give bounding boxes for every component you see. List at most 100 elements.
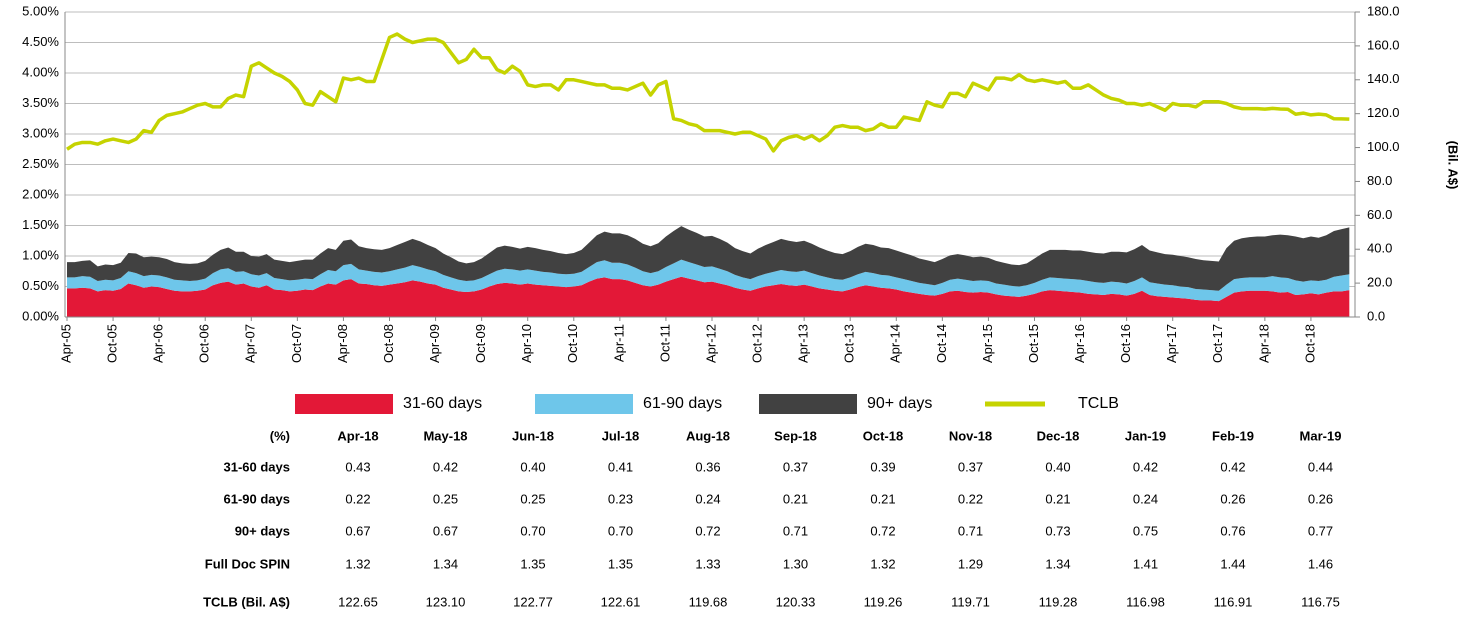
y-tick-label: 4.50% [22, 34, 59, 49]
area [67, 226, 1350, 291]
table-cell: 119.68 [689, 594, 728, 609]
table-cell: 0.76 [1220, 523, 1245, 538]
x-tick-label: Apr-13 [796, 324, 811, 363]
x-tick-label: Apr-11 [611, 324, 626, 362]
x-tick-label: Apr-14 [888, 324, 903, 363]
table-cell: 1.44 [1220, 556, 1245, 571]
x-tick-label: Oct-10 [565, 324, 580, 363]
table-cell: 122.65 [338, 594, 378, 609]
row-label: Full Doc SPIN [205, 556, 290, 571]
y-tick-label: 2.00% [22, 186, 59, 201]
x-tick-label: Apr-09 [427, 324, 442, 363]
y2-tick-label: 140.0 [1367, 71, 1400, 86]
table-header: Nov-18 [949, 428, 992, 443]
x-tick-label: Oct-13 [842, 324, 857, 363]
x-tick-label: Oct-12 [750, 324, 765, 363]
legend-label: 61-90 days [643, 395, 722, 412]
y-tick-label: 4.00% [22, 64, 59, 79]
x-tick-label: Apr-08 [335, 324, 350, 363]
table-cell: 0.42 [1133, 459, 1158, 474]
x-tick-label: Apr-15 [980, 324, 995, 363]
table-cell: 0.67 [345, 523, 370, 538]
x-tick-label: Apr-18 [1256, 324, 1271, 363]
y-tick-label: 2.50% [22, 156, 59, 171]
y2-tick-label: 20.0 [1367, 275, 1392, 290]
table-cell: 0.21 [870, 491, 895, 506]
table-header: May-18 [423, 428, 467, 443]
x-tick-label: Oct-18 [1302, 324, 1317, 363]
table-header: Jun-18 [512, 428, 554, 443]
table-cell: 0.71 [958, 523, 983, 538]
y2-tick-label: 40.0 [1367, 241, 1392, 256]
table-cell: 0.26 [1220, 491, 1245, 506]
legend-swatch [295, 394, 393, 414]
table-cell: 119.28 [1039, 594, 1078, 609]
y2-tick-label: 180.0 [1367, 3, 1400, 18]
row-label: 61-90 days [224, 491, 291, 506]
table-cell: 0.72 [870, 523, 895, 538]
table-header: Sep-18 [774, 428, 817, 443]
y2-tick-label: 60.0 [1367, 207, 1392, 222]
x-tick-label: Oct-06 [197, 324, 212, 363]
y-tick-label: 3.00% [22, 125, 59, 140]
table-header: Apr-18 [337, 428, 378, 443]
x-tick-label: Apr-06 [151, 324, 166, 363]
x-tick-label: Oct-11 [657, 324, 672, 362]
legend-label: 90+ days [867, 395, 932, 412]
table-header: Aug-18 [686, 428, 730, 443]
table-cell: 0.70 [608, 523, 633, 538]
table-cell: 1.29 [958, 556, 983, 571]
table-cell: 0.22 [958, 491, 983, 506]
table-cell: 0.26 [1308, 491, 1333, 506]
legend-swatch [759, 394, 857, 414]
x-tick-label: Apr-05 [58, 324, 73, 363]
table-cell: 0.21 [783, 491, 808, 506]
x-tick-label: Apr-16 [1072, 324, 1087, 363]
x-tick-label: Oct-15 [1026, 324, 1041, 363]
y-tick-label: 0.50% [22, 278, 59, 293]
table-cell: 1.46 [1308, 556, 1333, 571]
row-label: TCLB (Bil. A$) [203, 594, 290, 609]
table-header: Oct-18 [863, 428, 903, 443]
x-tick-label: Oct-09 [473, 324, 488, 363]
x-tick-label: Oct-08 [381, 324, 396, 363]
line [66, 32, 1350, 153]
table-cell: 0.24 [1133, 491, 1158, 506]
table-cell: 122.77 [513, 594, 553, 609]
table-cell: 116.91 [1214, 594, 1253, 609]
table-cell: 1.34 [1045, 556, 1070, 571]
table-cell: 116.75 [1301, 594, 1340, 609]
y2-tick-label: 100.0 [1367, 139, 1400, 154]
y2-tick-label: 120.0 [1367, 105, 1400, 120]
y-tick-label: 5.00% [22, 3, 59, 18]
table-header: Mar-19 [1300, 428, 1342, 443]
table-cell: 1.32 [870, 556, 895, 571]
y-tick-label: 3.50% [22, 95, 59, 110]
table-cell: 1.41 [1133, 556, 1158, 571]
x-tick-label: Oct-07 [289, 324, 304, 363]
table-cell: 0.36 [695, 459, 720, 474]
y2-tick-label: 160.0 [1367, 37, 1400, 52]
table-cell: 1.35 [520, 556, 545, 571]
area [67, 259, 1350, 302]
table-cell: 0.44 [1308, 459, 1333, 474]
table-cell: 0.73 [1045, 523, 1070, 538]
x-tick-label: Oct-05 [105, 324, 120, 363]
x-tick-label: Apr-17 [1164, 324, 1179, 363]
x-tick-label: Oct-16 [1118, 324, 1133, 363]
table-cell: 0.41 [608, 459, 633, 474]
table-cell: 0.22 [345, 491, 370, 506]
table-header: (%) [270, 428, 290, 443]
table-cell: 0.37 [783, 459, 808, 474]
y2-axis-label: (Bil. A$) [1446, 141, 1461, 190]
table-cell: 0.23 [608, 491, 633, 506]
table-cell: 1.30 [783, 556, 808, 571]
y-tick-label: 1.50% [22, 217, 59, 232]
table-cell: 0.21 [1045, 491, 1070, 506]
table-cell: 0.72 [695, 523, 720, 538]
table-cell: 0.42 [1220, 459, 1245, 474]
legend-label: TCLB [1078, 395, 1119, 412]
table-header: Jul-18 [602, 428, 640, 443]
table-cell: 0.70 [520, 523, 545, 538]
